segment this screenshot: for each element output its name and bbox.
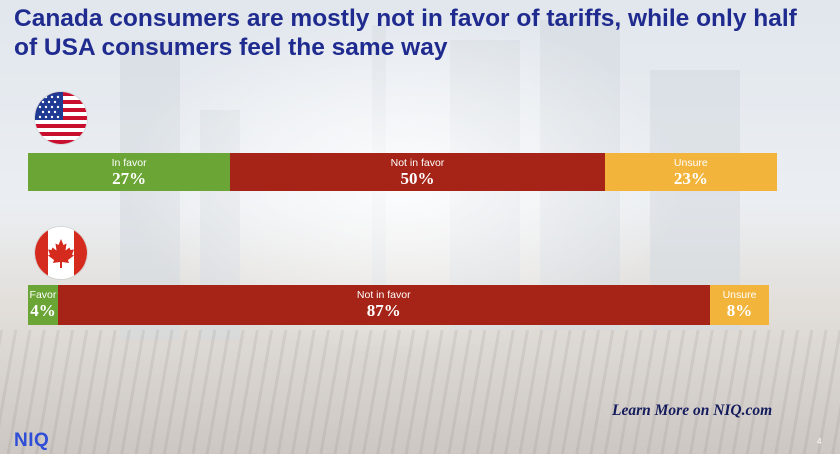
page-number: 4 <box>817 437 822 446</box>
segment-label: Not in favor <box>390 157 445 169</box>
segment-label: Favor <box>29 289 57 301</box>
canada-flag-icon <box>35 227 87 279</box>
stacked-bar-canada: Favor 4% Not in favor 87% Unsure 8% <box>28 285 777 325</box>
bar-segment-not-in-favor: Not in favor 50% <box>230 153 605 191</box>
segment-label: Unsure <box>673 157 708 169</box>
segment-value: 23% <box>673 169 708 188</box>
learn-more-link[interactable]: Learn More on NIQ.com <box>612 402 773 419</box>
segment-label: In favor <box>111 157 147 169</box>
bar-segment-in-favor: Favor 4% <box>28 285 58 325</box>
bar-segment-unsure: Unsure 23% <box>604 153 777 191</box>
stacked-bar-usa: In favor 27% Not in favor 50% Unsure 23% <box>28 153 777 191</box>
segment-value: 87% <box>366 301 401 320</box>
usa-flag-icon <box>35 92 87 144</box>
segment-value: 50% <box>400 169 435 188</box>
bar-segment-not-in-favor: Not in favor 87% <box>57 285 710 325</box>
bar-segment-unsure: Unsure 8% <box>709 285 770 325</box>
niq-logo: NIQ <box>14 430 50 451</box>
segment-value: 27% <box>112 169 147 188</box>
segment-label: Not in favor <box>356 289 411 301</box>
slide-title: Canada consumers are mostly not in favor… <box>14 5 797 61</box>
bar-segment-in-favor: In favor 27% <box>28 153 231 191</box>
segment-value: 4% <box>30 301 56 320</box>
segment-label: Unsure <box>722 289 757 301</box>
segment-value: 8% <box>726 301 753 320</box>
